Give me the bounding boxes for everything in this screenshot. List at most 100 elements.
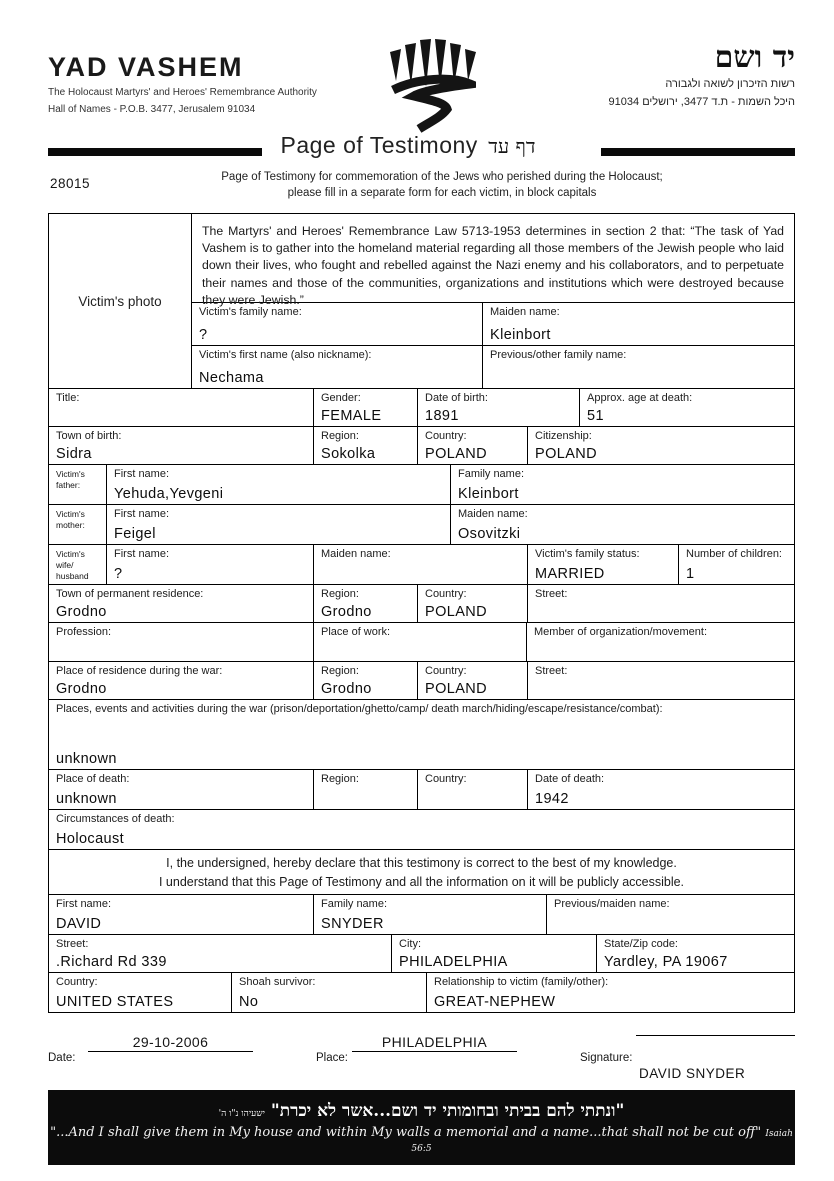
citizenship-field: Citizenship: POLAND: [527, 427, 794, 464]
death-region-field: Region:: [313, 770, 417, 809]
father-family-name-field: Family name: Kleinbort: [450, 465, 794, 504]
table-row: Country: UNITED STATES Shoah survivor: N…: [49, 972, 794, 1012]
banner-english-attribution: Isaiah 56:5: [411, 1129, 793, 1154]
gender-field: Gender: FEMALE: [313, 389, 417, 426]
region-of-birth-field: Region: Sokolka: [313, 427, 417, 464]
org-name-hebrew: יד ושם: [714, 40, 795, 75]
country-of-birth-field: Country: POLAND: [417, 427, 527, 464]
organization-header-he: יד ושם רשות הזיכרון לשואה ולגבורה היכל ה…: [609, 40, 795, 111]
submitter-previous-name-field: Previous/maiden name:: [546, 895, 794, 934]
mother-first-name-field: First name: Feigel: [106, 505, 450, 544]
residence-region-field: Region: Grodno: [313, 585, 417, 622]
org-subtitle-2-hebrew: היכל השמות - ת.ד 3477, ירושלים 91034: [608, 95, 795, 108]
declaration-row: I, the undersigned, hereby declare that …: [49, 849, 794, 894]
victim-first-name-field: Victim's first name (also nickname): Nec…: [199, 349, 372, 386]
table-row: Victim's mother: First name: Feigel Maide…: [49, 504, 794, 544]
table-row: Town of permanent residence: Grodno Regi…: [49, 584, 794, 622]
war-residence-field: Place of residence during the war: Grodn…: [56, 665, 223, 697]
war-events-field: Places, events and activities during the…: [56, 703, 663, 767]
war-country-field: Country: POLAND: [417, 662, 527, 699]
circumstances-of-death-field: Circumstances of death: Holocaust: [56, 813, 175, 847]
place-of-work-field: Place of work:: [313, 623, 526, 661]
victim-previous-name-field: Previous/other family name:: [482, 346, 794, 388]
submitter-city-field: City: PHILADELPHIA: [391, 935, 596, 972]
menorah-logo-icon: [390, 39, 488, 133]
table-row: Victim's father: First name: Yehuda,Yevge…: [49, 464, 794, 504]
table-row: First name: DAVID Family name: SNYDER Pr…: [49, 894, 794, 934]
table-row: Victim's wife/husband First name: ? Maide…: [49, 544, 794, 584]
organization-field: Member of organization/movement:: [526, 623, 794, 661]
banner-hebrew-attribution: ישעיהו נ"ו ה': [218, 1109, 265, 1119]
table-row: Title: Gender: FEMALE Date of birth: 189…: [49, 388, 794, 426]
war-street-field: Street:: [527, 662, 794, 699]
signature-label: Signature:: [580, 1052, 633, 1064]
submitter-family-name-field: Family name: SNYDER: [313, 895, 546, 934]
submitter-street-field: Street: .Richard Rd 339: [56, 938, 167, 970]
page-title-en: Page of Testimony: [280, 132, 478, 158]
title-divider-left: [48, 148, 262, 156]
date-of-birth-field: Date of birth: 1891: [417, 389, 579, 426]
remembrance-law-text: The Martyrs' and Heroes' Remembrance Law…: [202, 224, 784, 307]
death-country-field: Country:: [417, 770, 527, 809]
spouse-maiden-name-field: Maiden name:: [313, 545, 527, 584]
testimony-form-table: Victim's photo The Martyrs' and Heroes' …: [48, 213, 795, 1013]
profession-field: Profession:: [56, 626, 112, 638]
age-at-death-field: Approx. age at death: 51: [579, 389, 794, 426]
signing-strip: Date: 29-10-2006 Place: PHILADELPHIA Sig…: [0, 1034, 834, 1086]
instruction-line-2: please fill in a separate form for each …: [287, 186, 597, 199]
instruction-line-1: Page of Testimony for commemoration of t…: [221, 171, 663, 183]
number-of-children-field: Number of children: 1: [678, 545, 794, 584]
place-of-death-field: Place of death: unknown: [56, 773, 130, 807]
banner-english-quote: "...And I shall give them in My house an…: [50, 1125, 793, 1154]
spouse-side-label: Victim's wife/husband: [56, 549, 89, 582]
spouse-first-name-field: First name: ?: [106, 545, 313, 584]
place-label: Place:: [316, 1052, 348, 1064]
scripture-banner: "ונתתי להם בביתי ובחומותי יד ושם...אשר ל…: [48, 1090, 795, 1165]
table-row: Profession: Place of work: Member of org…: [49, 622, 794, 661]
relationship-field: Relationship to victim (family/other): G…: [426, 973, 794, 1012]
org-name: YAD VASHEM: [48, 52, 244, 82]
org-subtitle-1-hebrew: רשות הזיכרון לשואה ולגבורה: [665, 78, 795, 90]
date-of-death-field: Date of death: 1942: [527, 770, 794, 809]
table-row: Street: .Richard Rd 339 City: PHILADELPH…: [49, 934, 794, 972]
table-row: Circumstances of death: Holocaust: [49, 809, 794, 849]
residence-country-field: Country: POLAND: [417, 585, 527, 622]
yad-vashem-menorah-logo: [388, 34, 488, 139]
org-subtitle-2: Hall of Names - P.O.B. 3477, Jerusalem 9…: [48, 104, 256, 115]
signature-name: DAVID SNYDER: [639, 1066, 746, 1081]
title-divider-right: [601, 148, 795, 156]
war-region-field: Region: Grodno: [313, 662, 417, 699]
victim-maiden-name-field: Maiden name: Kleinbort: [482, 303, 794, 345]
table-row: Victim's family name: ? Maiden name: Kle…: [192, 302, 794, 345]
table-row: Places, events and activities during the…: [49, 699, 794, 769]
declaration-text: I, the undersigned, hereby declare that …: [158, 855, 685, 889]
banner-hebrew-quote: "ונתתי להם בביתי ובחומותי יד ושם...אשר ל…: [218, 1101, 625, 1121]
mother-side-label: Victim's mother:: [56, 509, 85, 531]
shoah-survivor-field: Shoah survivor: No: [231, 973, 426, 1012]
residence-town-field: Town of permanent residence: Grodno: [56, 588, 204, 620]
instructions: Page of Testimony for commemoration of t…: [140, 170, 744, 201]
submitter-state-zip-field: State/Zip code: Yardley, PA 19067: [596, 935, 794, 972]
table-row: Place of death: unknown Region: Country:…: [49, 769, 794, 809]
submitter-first-name-field: First name: DAVID: [56, 898, 112, 932]
page-title: Page of Testimony דף עד: [0, 132, 834, 159]
signature-line: [636, 1034, 795, 1036]
organization-header-en: YAD VASHEM The Holocaust Martyrs' and He…: [48, 52, 317, 117]
victim-photo-box: Victim's photo: [78, 293, 162, 309]
victim-family-name-field: Victim's family name: ?: [199, 306, 302, 343]
place-value: PHILADELPHIA: [352, 1034, 517, 1052]
form-number: 28015: [50, 176, 91, 191]
photo-law-row: Victim's photo The Martyrs' and Heroes' …: [49, 214, 794, 388]
table-row: Town of birth: Sidra Region: Sokolka Cou…: [49, 426, 794, 464]
mother-maiden-name-field: Maiden name: Osovitzki: [450, 505, 794, 544]
submitter-country-field: Country: UNITED STATES: [56, 976, 174, 1010]
date-value: 29-10-2006: [88, 1034, 253, 1052]
table-row: Victim's first name (also nickname): Nec…: [192, 345, 794, 388]
father-side-label: Victim's father:: [56, 469, 85, 491]
residence-street-field: Street:: [527, 585, 794, 622]
town-of-birth-field: Town of birth: Sidra: [56, 430, 122, 462]
page-title-he: דף עד: [488, 134, 536, 158]
date-label: Date:: [48, 1052, 76, 1064]
table-row: Place of residence during the war: Grodn…: [49, 661, 794, 699]
